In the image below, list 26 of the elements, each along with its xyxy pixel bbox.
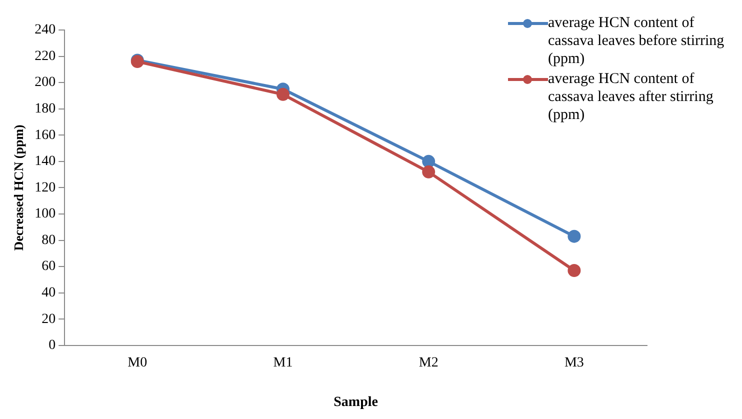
point: [568, 264, 581, 277]
x-tick-label: M0: [128, 355, 148, 370]
y-tick-label: 40: [42, 286, 56, 301]
y-tick-label: 100: [34, 206, 56, 222]
point: [568, 230, 581, 243]
point: [276, 88, 290, 101]
y-tick-label: 240: [34, 22, 56, 38]
point: [422, 165, 436, 178]
point: [422, 154, 436, 168]
legend-label: average HCN content of cassava leaves before stirring (ppm): [548, 14, 726, 68]
y-tick-label: 160: [34, 128, 56, 143]
x-tick-label: M2: [418, 355, 438, 370]
y-tick-label: 120: [34, 180, 56, 196]
y-tick-label: 220: [34, 48, 56, 64]
y-tick-label: 180: [34, 102, 56, 117]
legend-label: average HCN content of cassava leaves after stirring (ppm): [548, 70, 714, 124]
x-tick-label: M1: [273, 355, 293, 370]
y-tick-label: 20: [42, 312, 56, 327]
x-axis-title: Sample: [334, 395, 378, 410]
y-tick-label: 60: [42, 259, 56, 274]
y-tick-label: 0: [48, 338, 56, 354]
y-tick-label: 200: [34, 75, 56, 90]
y-tick-label: 80: [42, 232, 56, 248]
y-axis-title: Decreased HCN (ppm): [11, 124, 26, 251]
y-tick-label: 140: [34, 154, 56, 170]
x-tick-label: M3: [564, 355, 584, 370]
